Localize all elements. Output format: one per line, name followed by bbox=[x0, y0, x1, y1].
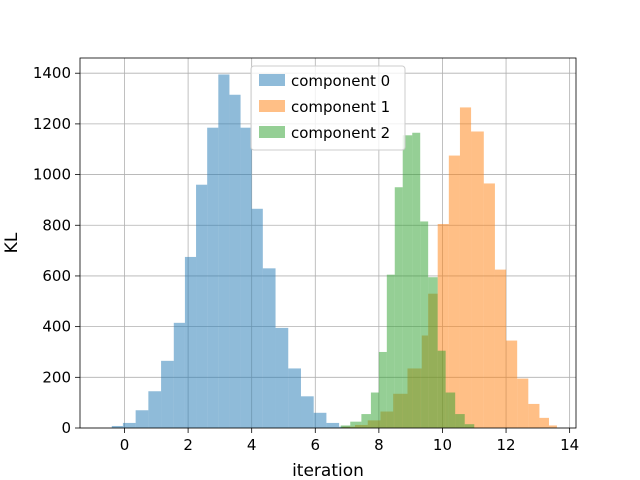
y-tick-label: 400 bbox=[42, 318, 71, 336]
axis-ticks: 0 2 4 6 8 10 12 14 0 200 400 600 800 1000 1200 1400 bbox=[33, 64, 579, 454]
y-axis-label: KL bbox=[2, 232, 22, 253]
x-tick-label: 12 bbox=[497, 436, 516, 454]
y-tick-label: 1400 bbox=[33, 64, 71, 82]
histogram-bar bbox=[445, 392, 456, 428]
histogram-bar bbox=[528, 403, 540, 428]
histogram-bar bbox=[370, 392, 379, 428]
legend-swatch bbox=[259, 74, 285, 86]
histogram-bar bbox=[122, 422, 136, 428]
plot-frame bbox=[79, 57, 577, 429]
histogram-bar bbox=[378, 351, 387, 428]
histogram-bar bbox=[350, 421, 362, 428]
legend-swatch bbox=[259, 100, 285, 112]
histogram-bar bbox=[229, 94, 241, 428]
x-tick-label: 8 bbox=[374, 436, 384, 454]
legend-label: component 0 bbox=[291, 72, 390, 90]
histogram-bar bbox=[494, 269, 507, 428]
histogram-bar bbox=[111, 425, 123, 428]
histogram-bar bbox=[196, 184, 208, 428]
histogram-bar bbox=[207, 127, 219, 429]
histogram-bar bbox=[161, 360, 174, 428]
histogram-bar bbox=[173, 322, 185, 428]
histogram-bar bbox=[218, 74, 230, 429]
legend: component 0 component 1 component 2 bbox=[250, 65, 406, 151]
histogram-bar bbox=[455, 414, 465, 428]
histogram-bar bbox=[394, 187, 403, 428]
legend-label: component 1 bbox=[291, 98, 390, 116]
histogram-bar bbox=[517, 378, 529, 428]
histogram-bar bbox=[471, 131, 484, 428]
histogram-bar bbox=[386, 274, 395, 428]
histogram-bar bbox=[412, 132, 421, 429]
histogram-bar bbox=[240, 127, 252, 429]
histogram-bar bbox=[548, 425, 557, 428]
histogram-bar bbox=[326, 422, 340, 428]
y-tick-label: 0 bbox=[61, 419, 71, 437]
legend-swatch bbox=[259, 126, 285, 138]
histogram-bar bbox=[262, 268, 276, 428]
histogram-bar bbox=[459, 107, 472, 428]
histogram-bars bbox=[111, 74, 557, 429]
x-tick-label: 4 bbox=[247, 436, 257, 454]
histogram-bar bbox=[437, 350, 446, 428]
legend-box bbox=[250, 65, 406, 151]
histogram-bar bbox=[300, 396, 314, 428]
x-tick-label: 0 bbox=[120, 436, 130, 454]
x-tick-label: 2 bbox=[183, 436, 193, 454]
y-tick-label: 800 bbox=[42, 216, 71, 234]
series-0-bars bbox=[111, 74, 351, 429]
histogram-bar bbox=[539, 417, 549, 428]
y-tick-label: 1000 bbox=[33, 166, 71, 184]
y-tick-label: 1200 bbox=[33, 115, 71, 133]
series-2-bars bbox=[340, 132, 475, 429]
histogram-bar bbox=[361, 414, 371, 428]
histogram-bar bbox=[437, 223, 449, 428]
histogram-bar bbox=[464, 424, 475, 428]
y-tick-label: 600 bbox=[42, 267, 71, 285]
histogram-bar bbox=[275, 327, 289, 428]
y-tick-label: 200 bbox=[42, 368, 71, 386]
legend-label: component 2 bbox=[291, 124, 390, 142]
x-tick-label: 10 bbox=[433, 436, 452, 454]
histogram-bar bbox=[288, 368, 301, 428]
histogram-bar bbox=[184, 256, 197, 428]
histogram-bar bbox=[506, 340, 518, 428]
histogram-bar bbox=[251, 208, 263, 428]
histogram-bar bbox=[148, 391, 162, 428]
histogram-bar bbox=[340, 425, 351, 428]
histogram-bar bbox=[313, 412, 327, 428]
x-axis-label: iteration bbox=[292, 461, 364, 480]
x-tick-label: 6 bbox=[311, 436, 321, 454]
histogram-bar bbox=[135, 410, 149, 428]
x-tick-label: 14 bbox=[560, 436, 579, 454]
histogram-bar bbox=[428, 277, 438, 428]
histogram-bar bbox=[420, 221, 429, 428]
histogram-bar bbox=[483, 183, 495, 428]
histogram-bar bbox=[448, 155, 460, 429]
histogram-bar bbox=[402, 135, 413, 428]
